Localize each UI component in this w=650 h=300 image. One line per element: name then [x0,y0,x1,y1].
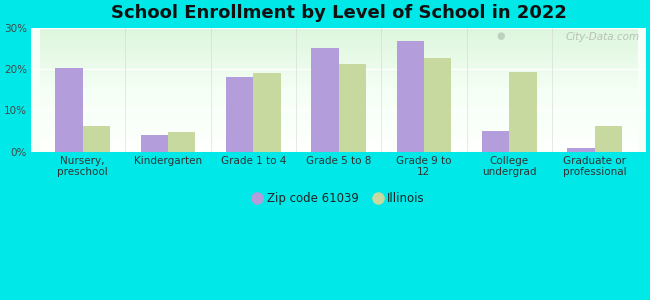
Bar [567,148,595,152]
Bar [595,127,622,152]
Bar [311,48,339,152]
Title: School Enrollment by Level of School in 2022: School Enrollment by Level of School in … [111,4,567,22]
Bar [168,132,195,152]
Bar [510,72,537,152]
Bar [55,68,83,152]
Bar [339,64,366,152]
Bar [83,126,110,152]
Bar [226,76,254,152]
Text: ●: ● [496,31,504,41]
Legend: Zip code 61039, Illinois: Zip code 61039, Illinois [248,188,429,210]
Bar [424,58,451,152]
Text: City-Data.com: City-Data.com [566,32,640,42]
Bar [396,41,424,152]
Bar [254,73,281,152]
Bar [140,135,168,152]
Bar [482,131,510,152]
